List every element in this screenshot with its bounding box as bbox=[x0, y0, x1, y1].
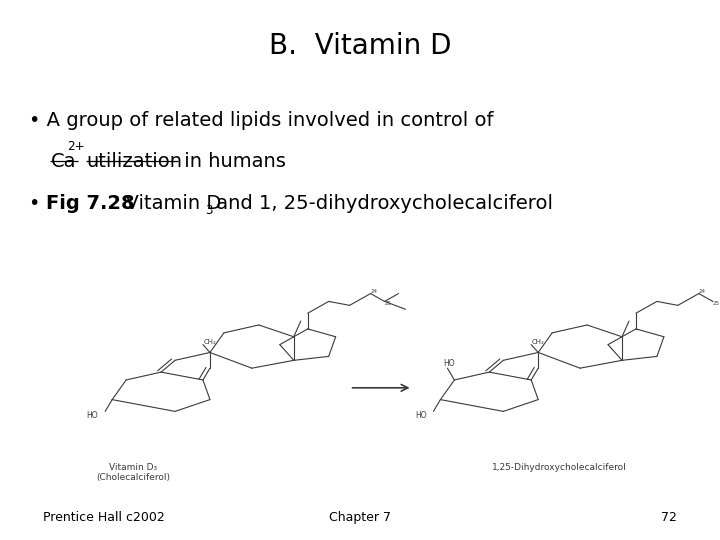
Text: HO: HO bbox=[415, 411, 426, 420]
Text: HO: HO bbox=[443, 359, 454, 368]
Text: Chapter 7: Chapter 7 bbox=[329, 511, 391, 524]
Text: •: • bbox=[29, 194, 46, 213]
Text: CH₂: CH₂ bbox=[204, 339, 217, 345]
Text: B.  Vitamin D: B. Vitamin D bbox=[269, 32, 451, 60]
Text: Ca: Ca bbox=[50, 152, 76, 171]
Text: Fig 7.28: Fig 7.28 bbox=[45, 194, 134, 213]
Text: 3: 3 bbox=[205, 204, 213, 217]
Text: 24: 24 bbox=[699, 288, 706, 294]
Text: 72: 72 bbox=[661, 511, 677, 524]
Text: 1,25-Dihydroxycholecalciferol: 1,25-Dihydroxycholecalciferol bbox=[492, 463, 626, 472]
Text: 2+: 2+ bbox=[67, 140, 85, 153]
Text: (Cholecalciferol): (Cholecalciferol) bbox=[96, 473, 170, 482]
Text: and 1, 25-dihydroxycholecalciferol: and 1, 25-dihydroxycholecalciferol bbox=[210, 194, 554, 213]
Text: Vitamin D₃: Vitamin D₃ bbox=[109, 463, 157, 472]
Text: 24: 24 bbox=[371, 288, 377, 294]
Text: • A group of related lipids involved in control of: • A group of related lipids involved in … bbox=[29, 111, 493, 130]
Text: CH₂: CH₂ bbox=[532, 339, 544, 345]
Text: in humans: in humans bbox=[179, 152, 287, 171]
Text: Prentice Hall c2002: Prentice Hall c2002 bbox=[43, 511, 165, 524]
Text: Vitamin D: Vitamin D bbox=[113, 194, 221, 213]
Text: utilization: utilization bbox=[86, 152, 182, 171]
Text: HO: HO bbox=[86, 411, 98, 420]
Text: 25: 25 bbox=[384, 301, 392, 306]
Text: 25: 25 bbox=[713, 301, 720, 306]
